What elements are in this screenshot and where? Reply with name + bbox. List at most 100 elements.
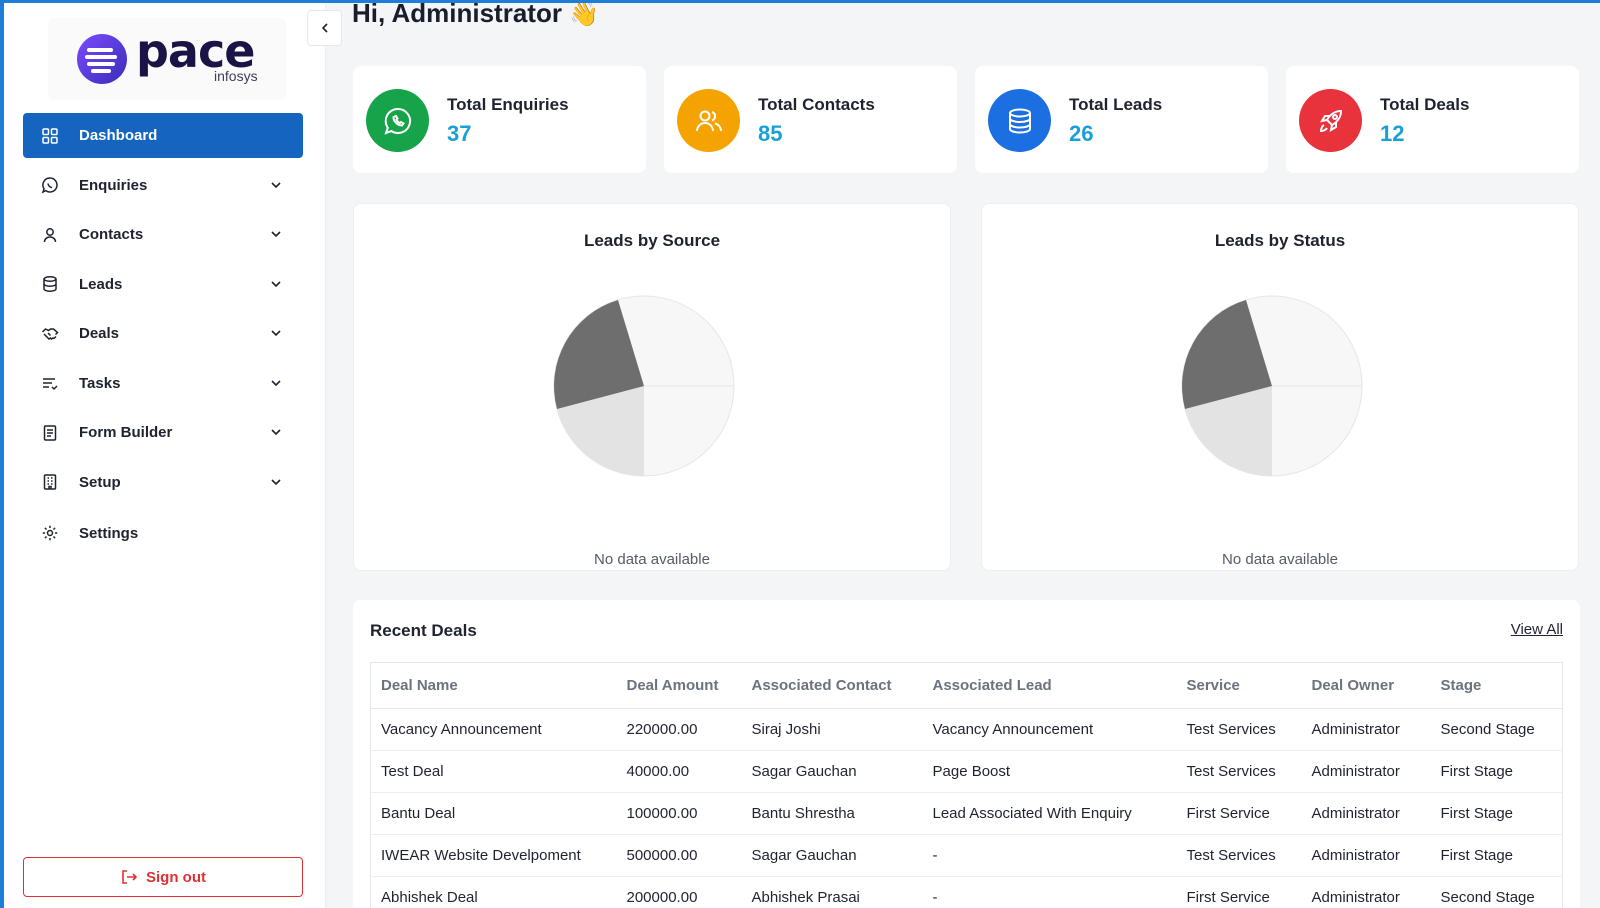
chevron-down-icon[interactable]: [269, 178, 283, 192]
chevron-down-icon[interactable]: [269, 376, 283, 390]
database-icon: [988, 89, 1051, 152]
sidebar-item-dashboard[interactable]: Dashboard: [23, 113, 303, 158]
sidebar-item-label: Setup: [79, 473, 121, 491]
sidebar-item-label: Form Builder: [79, 424, 173, 441]
sidebar-item-form-builder[interactable]: Form Builder: [23, 410, 303, 455]
sidebar-item-label: Settings: [79, 524, 139, 542]
chart-card-leads-by-source: Leads by Source No data available: [353, 203, 951, 571]
database-icon: [41, 275, 59, 293]
deals-table: Deal Name Deal Amount Associated Contact…: [370, 662, 1563, 908]
sidebar-item-label: Enquiries: [79, 176, 148, 194]
cell-contact: Sagar Gauchan: [741, 834, 923, 877]
stat-card-deals[interactable]: Total Deals 12: [1286, 66, 1579, 173]
column-header[interactable]: Associated Contact: [741, 662, 923, 709]
chart-empty-text: No data available: [1222, 551, 1338, 568]
sidebar-item-contacts[interactable]: Contacts: [23, 212, 303, 257]
recent-deals-panel: Recent Deals View All Deal Name Deal Amo…: [353, 600, 1580, 908]
column-header[interactable]: Deal Owner: [1301, 662, 1431, 709]
logout-icon: [122, 870, 138, 884]
stat-card-contacts[interactable]: Total Contacts 85: [664, 66, 957, 173]
column-header[interactable]: Deal Amount: [616, 662, 742, 709]
brand-logo[interactable]: pace infosys: [48, 18, 286, 100]
sidebar-nav: Dashboard Enquiries Contacts Leads: [23, 113, 303, 560]
gear-icon: [41, 524, 59, 542]
chart-empty-text: No data available: [594, 551, 710, 568]
sign-out-button[interactable]: Sign out: [23, 857, 303, 897]
collapse-sidebar-button[interactable]: [307, 10, 342, 46]
table-row[interactable]: Vacancy Announcement 220000.00 Siraj Jos…: [370, 708, 1563, 751]
chart-title: Leads by Status: [1214, 231, 1346, 250]
cell-lead: Page Boost: [922, 750, 1177, 793]
stat-label: Total Deals: [1380, 95, 1470, 114]
table-row[interactable]: Abhishek Deal 200000.00 Abhishek Prasai …: [370, 876, 1563, 908]
chart-title: Leads by Source: [583, 231, 721, 250]
cell-service: Test Services: [1176, 834, 1302, 877]
table-row[interactable]: IWEAR Website Develpoment 500000.00 Saga…: [370, 834, 1563, 877]
cell-deal-amount: 500000.00: [616, 834, 742, 877]
sidebar-item-enquiries[interactable]: Enquiries: [23, 163, 303, 208]
sidebar-item-tasks[interactable]: Tasks: [23, 361, 303, 406]
cell-owner: Administrator: [1301, 750, 1431, 793]
cell-contact: Siraj Joshi: [741, 708, 923, 751]
table-header-row: Deal Name Deal Amount Associated Contact…: [370, 662, 1563, 709]
cell-deal-name: IWEAR Website Develpoment: [370, 834, 617, 877]
table-row[interactable]: Bantu Deal 100000.00 Bantu Shrestha Lead…: [370, 792, 1563, 835]
sidebar-item-label: Dashboard: [79, 127, 158, 144]
cell-stage: Second Stage: [1430, 876, 1563, 908]
cell-stage: First Stage: [1430, 834, 1563, 877]
stat-card-enquiries[interactable]: Total Enquiries 37: [353, 66, 646, 173]
chevron-down-icon[interactable]: [269, 277, 283, 291]
sidebar-item-setup[interactable]: Setup: [23, 460, 303, 505]
chart-card-leads-by-status: Leads by Status No data available: [981, 203, 1579, 571]
sidebar-item-leads[interactable]: Leads: [23, 262, 303, 307]
cell-owner: Administrator: [1301, 792, 1431, 835]
stat-card-leads[interactable]: Total Leads 26: [975, 66, 1268, 173]
whatsapp-icon: [366, 89, 429, 152]
cell-deal-amount: 220000.00: [616, 708, 742, 751]
brand-tagline: infosys: [214, 68, 258, 84]
cell-stage: First Stage: [1430, 792, 1563, 835]
list-icon: [41, 374, 59, 392]
column-header[interactable]: Associated Lead: [922, 662, 1177, 709]
handshake-icon: [41, 325, 59, 343]
sidebar: pace infosys Dashboard Enquiries Contact…: [4, 0, 326, 908]
cell-deal-amount: 200000.00: [616, 876, 742, 908]
view-all-link[interactable]: View All: [1510, 621, 1563, 638]
cell-lead: -: [922, 834, 1177, 877]
grid-icon: [41, 127, 59, 145]
form-icon: [41, 424, 59, 442]
stat-value: 26: [1069, 121, 1094, 146]
chevron-down-icon[interactable]: [269, 227, 283, 241]
empty-pie-placeholder: [1181, 295, 1363, 477]
section-title: Recent Deals: [370, 621, 477, 640]
rocket-icon: [1299, 89, 1362, 152]
wave-emoji: 👋: [569, 1, 600, 28]
cell-deal-name: Test Deal: [370, 750, 617, 793]
cell-contact: Sagar Gauchan: [741, 750, 923, 793]
cell-service: First Service: [1176, 792, 1302, 835]
sidebar-item-label: Leads: [79, 275, 123, 293]
stat-label: Total Contacts: [758, 95, 875, 114]
sidebar-item-label: Tasks: [79, 374, 121, 392]
table-row[interactable]: Test Deal 40000.00 Sagar Gauchan Page Bo…: [370, 750, 1563, 793]
cell-owner: Administrator: [1301, 708, 1431, 751]
cell-contact: Bantu Shrestha: [741, 792, 923, 835]
cell-stage: First Stage: [1430, 750, 1563, 793]
sign-out-label: Sign out: [146, 868, 206, 886]
chevron-down-icon[interactable]: [269, 425, 283, 439]
sidebar-item-settings[interactable]: Settings: [23, 511, 303, 556]
sidebar-item-deals[interactable]: Deals: [23, 311, 303, 356]
sidebar-item-label: Contacts: [79, 226, 144, 243]
window-frame-left: [0, 0, 4, 908]
column-header[interactable]: Stage: [1430, 662, 1563, 709]
column-header[interactable]: Service: [1176, 662, 1302, 709]
greeting-text: Hi, Administrator: [352, 0, 562, 28]
column-header[interactable]: Deal Name: [370, 662, 617, 709]
chevron-down-icon[interactable]: [269, 475, 283, 489]
cell-owner: Administrator: [1301, 834, 1431, 877]
cell-contact: Abhishek Prasai: [741, 876, 923, 908]
stat-value: 12: [1380, 121, 1405, 146]
cell-owner: Administrator: [1301, 876, 1431, 908]
user-icon: [41, 226, 59, 244]
chevron-down-icon[interactable]: [269, 326, 283, 340]
